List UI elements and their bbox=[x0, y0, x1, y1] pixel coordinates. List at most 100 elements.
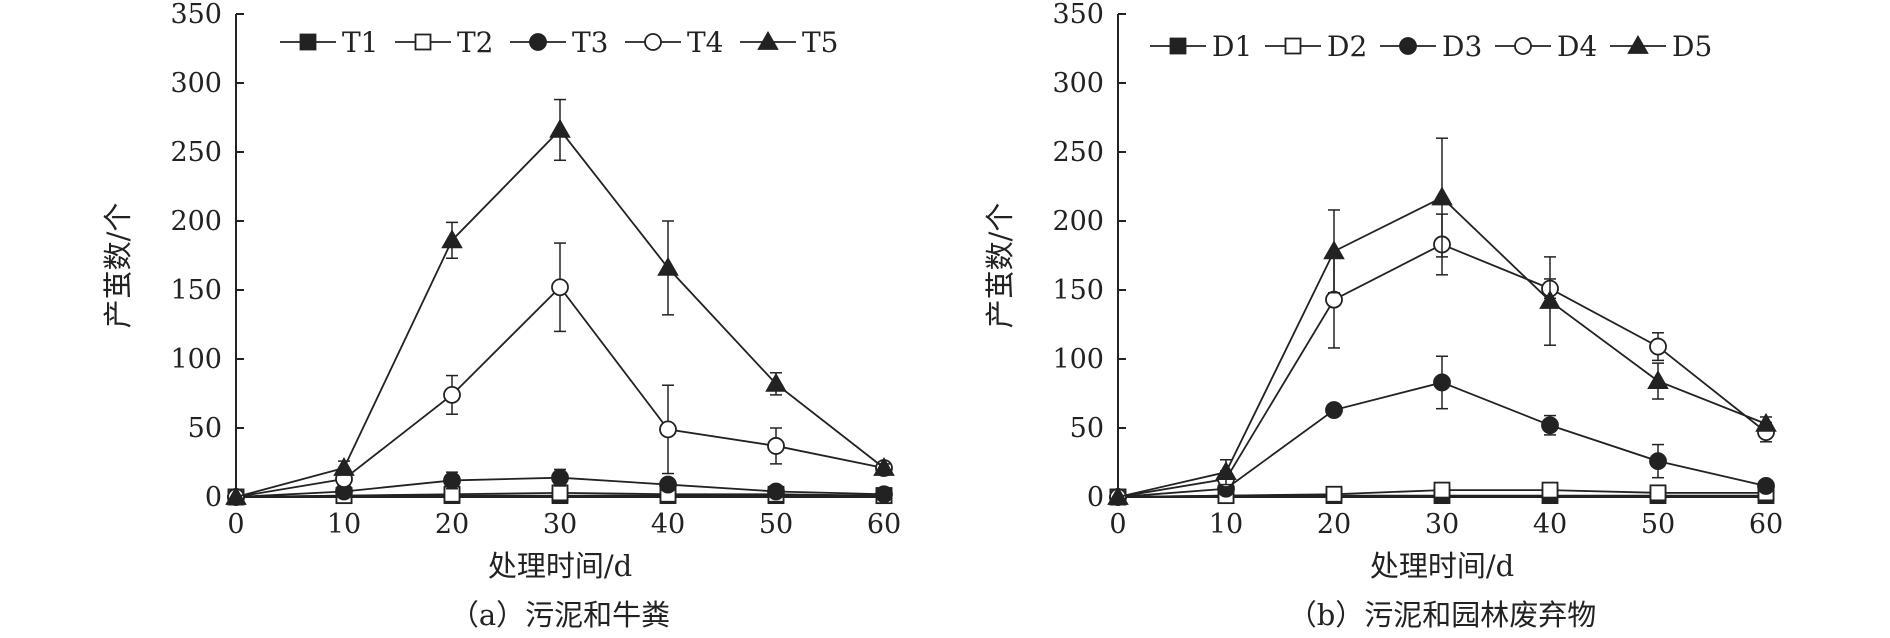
y-tick-label: 100 bbox=[170, 344, 222, 375]
y-tick-label: 300 bbox=[1052, 68, 1104, 99]
data-point-D5 bbox=[1539, 290, 1561, 309]
x-axis-label: 处理时间/d bbox=[488, 549, 632, 583]
panel-caption: （a）污泥和牛粪 bbox=[450, 598, 670, 632]
y-axis-label: 产茧数/个 bbox=[983, 203, 1017, 329]
data-point-T3 bbox=[659, 475, 677, 494]
legend-marker bbox=[1514, 37, 1532, 55]
legend-label: D1 bbox=[1212, 30, 1252, 63]
panel-caption: （b）污泥和园林废弃物 bbox=[1288, 598, 1597, 632]
data-point-D3 bbox=[1649, 452, 1667, 471]
data-point-T5 bbox=[333, 457, 355, 476]
data-point-D5 bbox=[1647, 370, 1669, 389]
x-tick-label: 60 bbox=[867, 509, 901, 540]
legend-marker bbox=[529, 33, 547, 51]
data-point-D3 bbox=[1757, 477, 1775, 495]
data-point-D5 bbox=[1215, 461, 1237, 481]
legend-entry-T1: T1 bbox=[280, 26, 379, 59]
data-point-D3 bbox=[1433, 373, 1451, 392]
data-point-T3 bbox=[443, 471, 461, 490]
x-tick-label: 0 bbox=[1109, 509, 1126, 540]
legend-marker bbox=[1284, 37, 1302, 55]
y-tick-label: 250 bbox=[170, 137, 222, 168]
y-tick-label: 300 bbox=[170, 68, 222, 99]
x-tick-label: 30 bbox=[1425, 509, 1459, 540]
data-point-D3 bbox=[1541, 416, 1559, 435]
x-tick-label: 50 bbox=[759, 509, 793, 540]
legend-entry-D5: D5 bbox=[1610, 30, 1712, 63]
data-point-T5 bbox=[873, 457, 895, 476]
data-point-T4 bbox=[551, 278, 569, 297]
legend-label: T5 bbox=[802, 26, 839, 59]
data-point-T5 bbox=[225, 485, 247, 505]
x-tick-label: 10 bbox=[1209, 509, 1243, 540]
legend-label: D5 bbox=[1672, 30, 1712, 63]
data-point-D2 bbox=[1541, 481, 1559, 499]
data-point-D5 bbox=[1323, 240, 1345, 260]
legend-label: T3 bbox=[572, 26, 609, 59]
legend-entry-D3: D3 bbox=[1380, 30, 1482, 63]
data-point-D3 bbox=[1325, 401, 1343, 419]
x-axis-label: 处理时间/d bbox=[1370, 549, 1514, 583]
x-tick-label: 0 bbox=[227, 509, 244, 540]
data-point-T5 bbox=[765, 372, 787, 392]
y-tick-label: 150 bbox=[170, 275, 222, 306]
data-point-T4 bbox=[443, 385, 461, 404]
data-point-T3 bbox=[767, 482, 785, 501]
y-axis-label: 产茧数/个 bbox=[101, 203, 135, 329]
legend-entry-T4: T4 bbox=[625, 26, 724, 59]
y-tick-label: 200 bbox=[170, 206, 222, 237]
legend-entry-D1: D1 bbox=[1150, 30, 1252, 63]
chart-panel-b: 0 50 100 150 200 250 300 350 0 10 20 30 40 50 60 产茧数/个处… bbox=[983, 0, 1783, 632]
x-tick-label: 50 bbox=[1641, 509, 1675, 540]
data-point-D2 bbox=[1649, 484, 1667, 502]
legend-marker bbox=[1399, 37, 1417, 55]
y-tick-label: 350 bbox=[170, 0, 222, 30]
data-point-D5 bbox=[1755, 412, 1777, 432]
legend-label: T2 bbox=[457, 26, 494, 59]
legend-marker bbox=[644, 33, 662, 51]
series-D5 bbox=[1107, 137, 1777, 505]
data-point-T3 bbox=[875, 485, 893, 504]
x-tick-label: 10 bbox=[327, 509, 361, 540]
legend-label: D2 bbox=[1327, 30, 1367, 63]
x-tick-label: 30 bbox=[543, 509, 577, 540]
y-tick-label: 100 bbox=[1052, 344, 1104, 375]
series-T5 bbox=[225, 98, 895, 505]
legend-label: D3 bbox=[1442, 30, 1482, 63]
x-tick-label: 20 bbox=[1317, 509, 1351, 540]
x-tick-label: 40 bbox=[1533, 509, 1567, 540]
data-point-T4 bbox=[767, 437, 785, 455]
data-point-D2 bbox=[1433, 481, 1451, 499]
legend-marker bbox=[757, 30, 779, 50]
chart-panel-a: 0 50 100 150 200 250 300 350 0 10 20 30 40 50 60 产茧数/个处… bbox=[101, 0, 901, 632]
series-T4 bbox=[227, 242, 893, 506]
y-tick-label: 50 bbox=[188, 413, 222, 444]
legend-label: T1 bbox=[342, 26, 379, 59]
legend-entry-D2: D2 bbox=[1265, 30, 1367, 63]
data-point-T5 bbox=[441, 229, 463, 249]
legend-label: T4 bbox=[687, 26, 724, 59]
legend-marker bbox=[1627, 34, 1649, 54]
data-point-D5 bbox=[1431, 186, 1453, 206]
data-point-D4 bbox=[1325, 290, 1343, 309]
legend-entry-T2: T2 bbox=[395, 26, 494, 59]
y-tick-label: 200 bbox=[1052, 206, 1104, 237]
y-tick-label: 0 bbox=[1087, 482, 1104, 513]
y-tick-label: 50 bbox=[1070, 413, 1104, 444]
legend-label: D4 bbox=[1557, 30, 1597, 63]
data-point-T4 bbox=[659, 420, 677, 439]
data-point-T3 bbox=[551, 468, 569, 487]
legend-entry-D4: D4 bbox=[1495, 30, 1597, 63]
y-tick-label: 0 bbox=[205, 482, 222, 513]
data-point-T5 bbox=[549, 118, 571, 138]
x-tick-label: 60 bbox=[1749, 509, 1783, 540]
y-tick-label: 350 bbox=[1052, 0, 1104, 30]
data-point-D2 bbox=[1325, 485, 1343, 503]
x-tick-label: 40 bbox=[651, 509, 685, 540]
legend-marker bbox=[1169, 37, 1187, 55]
legend-marker bbox=[299, 33, 317, 51]
legend-entry-T5: T5 bbox=[740, 26, 839, 59]
y-tick-label: 150 bbox=[1052, 275, 1104, 306]
data-point-T2 bbox=[551, 484, 569, 502]
